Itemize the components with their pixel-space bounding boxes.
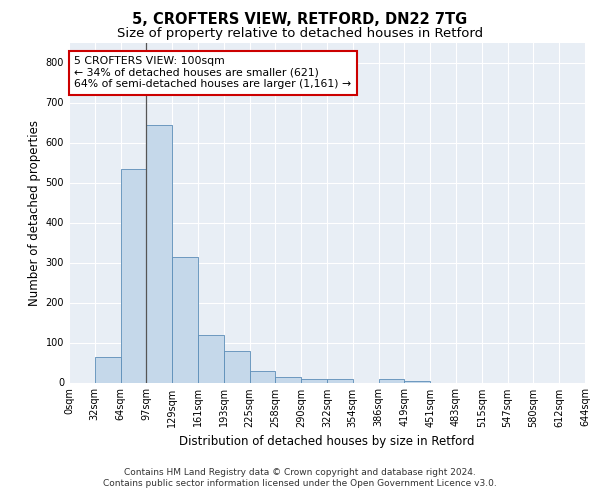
Bar	[301, 378, 327, 382]
Text: Size of property relative to detached houses in Retford: Size of property relative to detached ho…	[117, 28, 483, 40]
Bar	[404, 380, 430, 382]
Text: 5 CROFTERS VIEW: 100sqm
← 34% of detached houses are smaller (621)
64% of semi-d: 5 CROFTERS VIEW: 100sqm ← 34% of detache…	[74, 56, 351, 90]
Y-axis label: Number of detached properties: Number of detached properties	[28, 120, 41, 306]
Text: 5, CROFTERS VIEW, RETFORD, DN22 7TG: 5, CROFTERS VIEW, RETFORD, DN22 7TG	[133, 12, 467, 28]
Bar	[172, 256, 198, 382]
Bar	[95, 356, 121, 382]
X-axis label: Distribution of detached houses by size in Retford: Distribution of detached houses by size …	[179, 435, 475, 448]
Bar	[146, 124, 172, 382]
Bar	[224, 350, 250, 382]
Bar	[327, 380, 353, 382]
Bar	[275, 376, 301, 382]
Text: Contains HM Land Registry data © Crown copyright and database right 2024.
Contai: Contains HM Land Registry data © Crown c…	[103, 468, 497, 487]
Bar	[250, 370, 275, 382]
Bar	[198, 334, 224, 382]
Bar	[379, 380, 404, 382]
Bar	[121, 168, 146, 382]
